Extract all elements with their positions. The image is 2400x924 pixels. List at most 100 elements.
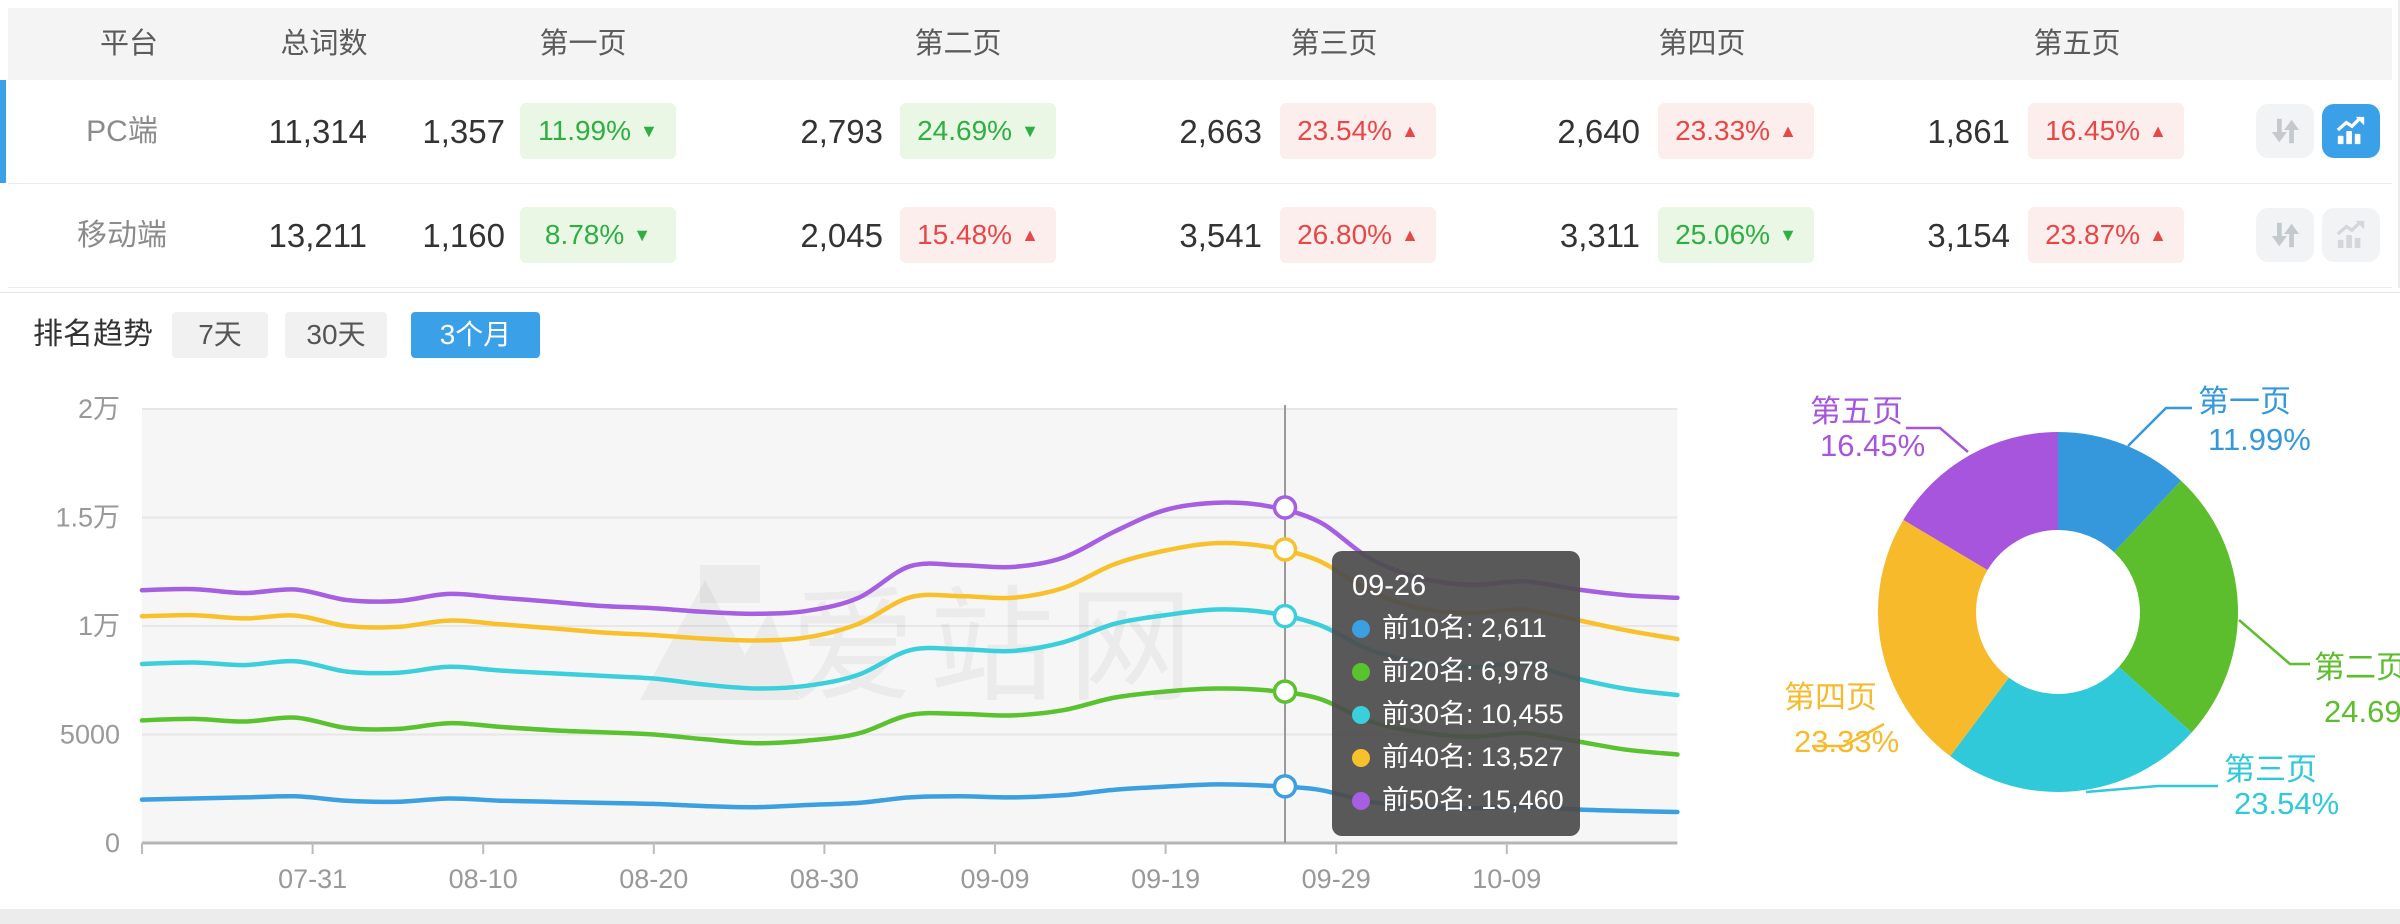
- donut-label-pct-4: 16.45%: [1820, 428, 1925, 463]
- col-page4: 第四页: [1658, 28, 1746, 60]
- platform-label: 移动端: [77, 219, 167, 252]
- show-trend-chart-button[interactable]: [2322, 208, 2380, 262]
- col-total-words: 总词数: [280, 28, 368, 60]
- series-dot-icon: [1352, 748, 1370, 767]
- page4-count: 2,640: [1557, 113, 1640, 150]
- page5-change-badge: 16.45% ▲: [2028, 103, 2184, 159]
- donut-slice-0[interactable]: [2058, 432, 2182, 553]
- trend-section-title: 排名趋势: [33, 318, 153, 351]
- trend-arrow-icon: ▲: [1779, 121, 1797, 141]
- up-down-arrows-icon: [2271, 222, 2300, 248]
- page5-count: 1,861: [1927, 113, 2010, 150]
- x-axis-label: 09-19: [1131, 864, 1200, 894]
- trend-arrow-icon: ▼: [1021, 121, 1039, 141]
- trend-arrow-icon: ▼: [633, 225, 652, 245]
- table-row-pc[interactable]: PC端 11,314 1,357 11.99% ▼ 2,793 24.69% ▼ 2…: [0, 80, 2392, 184]
- chart-tooltip: 09-26 前10名: 2,611 前20名: 6,978 前30名: 10,4…: [1332, 551, 1580, 836]
- page3-count: 2,663: [1179, 113, 1262, 150]
- donut-label-pct-0: 11.99%: [2208, 422, 2311, 457]
- sort-updown-button[interactable]: [2256, 104, 2314, 158]
- tooltip-row: 前30名: 10,455: [1352, 693, 1564, 736]
- page3-count: 3,541: [1179, 217, 1262, 254]
- trend-arrow-icon: ▼: [640, 121, 658, 141]
- highlight-marker-4: [1272, 495, 1298, 520]
- page2-count: 2,045: [800, 217, 883, 254]
- table-row-mobile[interactable]: 移动端 13,211 1,160 8.78% ▼ 2,045 15.48% ▲ 3,…: [8, 184, 2392, 288]
- donut-slice-2[interactable]: [1950, 666, 2192, 792]
- donut-label-line-2: [2085, 784, 2218, 794]
- tab-30-days[interactable]: 30天: [285, 312, 387, 358]
- tooltip-row: 前50名: 15,460: [1352, 779, 1564, 822]
- trend-chart-icon: [2336, 220, 2365, 249]
- page5-count: 3,154: [1927, 217, 2010, 254]
- col-page3: 第三页: [1290, 28, 1378, 60]
- col-page5: 第五页: [2033, 28, 2121, 60]
- platform-label: PC端: [86, 115, 158, 148]
- donut-label-line-3: [1812, 722, 1885, 748]
- tooltip-row: 前40名: 13,527: [1352, 736, 1564, 779]
- y-axis-label: 1.5万: [55, 503, 120, 533]
- svg-text:爱站网: 爱站网: [790, 578, 1207, 717]
- donut-label-pct-1: 24.69%: [2324, 694, 2400, 729]
- x-axis-label: 07-31: [278, 864, 347, 894]
- donut-slice-3[interactable]: [1878, 519, 2009, 757]
- page-bottom-strip: [0, 909, 2400, 924]
- y-axis-label: 0: [105, 828, 120, 858]
- x-axis-label: 08-30: [790, 864, 859, 894]
- y-axis-label: 2万: [78, 394, 120, 424]
- x-axis-label: 08-10: [449, 864, 518, 894]
- tooltip-row: 前10名: 2,611: [1352, 607, 1560, 650]
- total-words-value: 11,314: [268, 113, 367, 150]
- highlight-marker-1: [1272, 679, 1298, 704]
- y-axis-label: 1万: [78, 611, 120, 641]
- page1-count: 1,357: [422, 113, 505, 150]
- trend-arrow-icon: ▲: [1401, 225, 1419, 245]
- donut-label-pct-3: 23.33%: [1794, 724, 1899, 759]
- page3-change-badge: 26.80% ▲: [1280, 207, 1436, 263]
- page2-count: 2,793: [800, 113, 883, 150]
- series-dot-icon: [1352, 705, 1370, 724]
- table-header: 平台 总词数 第一页 第二页 第三页 第四页 第五页: [8, 8, 2392, 80]
- sort-updown-button[interactable]: [2256, 208, 2314, 262]
- page5-change-badge: 23.87% ▲: [2028, 207, 2184, 263]
- col-page2: 第二页: [914, 28, 1002, 60]
- highlight-marker-2: [1272, 603, 1298, 629]
- x-axis-label: 10-09: [1472, 864, 1541, 894]
- col-page1: 第一页: [539, 28, 627, 60]
- tooltip-row: 前20名: 6,978: [1352, 650, 1560, 693]
- tab-3-months[interactable]: 3个月: [411, 312, 540, 358]
- tab-7-days[interactable]: 7天: [172, 312, 268, 358]
- donut-label-name-1: 第二页: [2314, 650, 2400, 685]
- table-right-border: [2398, 0, 2400, 288]
- donut-label-name-0: 第一页: [2198, 384, 2291, 419]
- series-dot-icon: [1352, 619, 1370, 638]
- page1-count: 1,160: [422, 217, 505, 254]
- donut-label-pct-2: 23.54%: [2234, 786, 2339, 821]
- page1-change-badge: 11.99% ▼: [520, 103, 676, 159]
- trend-arrow-icon: ▼: [1779, 225, 1797, 245]
- page4-change-badge: 25.06% ▼: [1658, 207, 1814, 263]
- donut-slice-4[interactable]: [1903, 432, 2058, 571]
- donut-slice-1[interactable]: [2114, 480, 2238, 733]
- trend-arrow-icon: ▲: [1021, 225, 1039, 245]
- page2-change-badge: 24.69% ▼: [900, 103, 1056, 159]
- page2-change-badge: 15.48% ▲: [900, 207, 1056, 263]
- page4-count: 3,311: [1559, 217, 1640, 254]
- trend-arrow-icon: ▲: [1401, 121, 1419, 141]
- series-dot-icon: [1352, 662, 1370, 681]
- up-down-arrows-icon: [2271, 118, 2300, 144]
- highlight-marker-0: [1272, 774, 1298, 799]
- y-axis-label: 5000: [60, 720, 120, 750]
- donut-label-name-3: 第四页: [1784, 680, 1877, 715]
- x-axis-label: 08-20: [619, 864, 688, 894]
- trend-chart-icon: [2336, 116, 2365, 145]
- donut-label-name-2: 第三页: [2224, 752, 2317, 787]
- show-trend-chart-button[interactable]: [2322, 104, 2380, 158]
- page1-change-badge: 8.78% ▼: [520, 207, 676, 263]
- donut-label-name-4: 第五页: [1810, 394, 1903, 429]
- x-axis-label: 09-29: [1302, 864, 1371, 894]
- series-dot-icon: [1352, 791, 1370, 810]
- x-axis-label: 09-09: [960, 864, 1029, 894]
- donut-label-line-0: [2127, 406, 2192, 447]
